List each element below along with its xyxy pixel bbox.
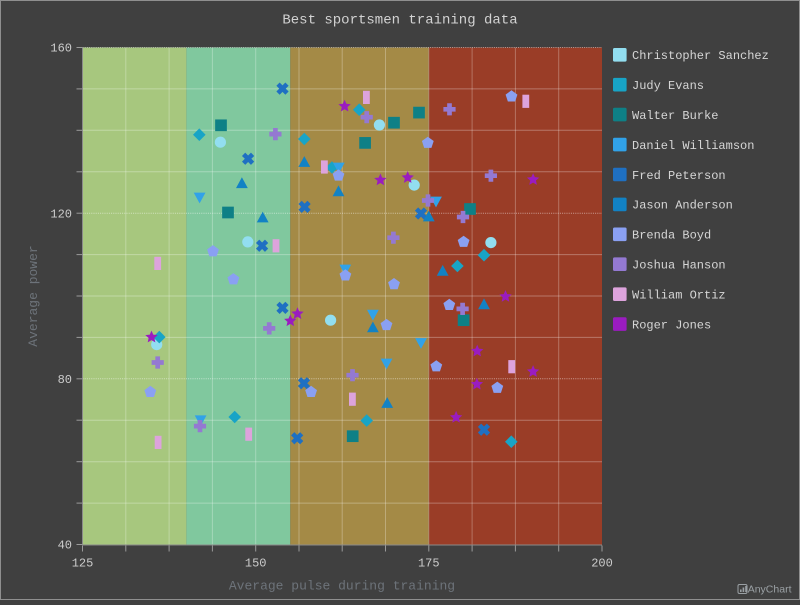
svg-text:Daniel Williamson: Daniel Williamson bbox=[632, 139, 754, 153]
svg-text:80: 80 bbox=[58, 373, 72, 387]
svg-text:160: 160 bbox=[50, 42, 72, 56]
svg-text:Christopher Sanchez: Christopher Sanchez bbox=[632, 49, 769, 63]
svg-text:Judy Evans: Judy Evans bbox=[632, 79, 704, 93]
svg-text:200: 200 bbox=[591, 557, 613, 571]
svg-text:125: 125 bbox=[72, 557, 94, 571]
svg-text:Brenda Boyd: Brenda Boyd bbox=[632, 229, 711, 243]
svg-text:AnyChart: AnyChart bbox=[748, 584, 792, 596]
svg-text:William Ortiz: William Ortiz bbox=[632, 289, 726, 303]
svg-text:Walter Burke: Walter Burke bbox=[632, 109, 718, 123]
svg-text:Average pulse during training: Average pulse during training bbox=[229, 579, 455, 594]
svg-text:Joshua Hanson: Joshua Hanson bbox=[632, 259, 726, 273]
svg-text:Roger Jones: Roger Jones bbox=[632, 318, 711, 332]
svg-text:40: 40 bbox=[58, 539, 72, 553]
svg-text:150: 150 bbox=[245, 557, 267, 571]
svg-text:Jason Anderson: Jason Anderson bbox=[632, 199, 733, 213]
svg-text:175: 175 bbox=[418, 557, 440, 571]
svg-text:Best sportsmen training data: Best sportsmen training data bbox=[282, 13, 517, 29]
svg-text:Average power: Average power bbox=[26, 245, 41, 346]
svg-text:120: 120 bbox=[50, 207, 72, 221]
svg-text:Fred Peterson: Fred Peterson bbox=[632, 169, 726, 183]
